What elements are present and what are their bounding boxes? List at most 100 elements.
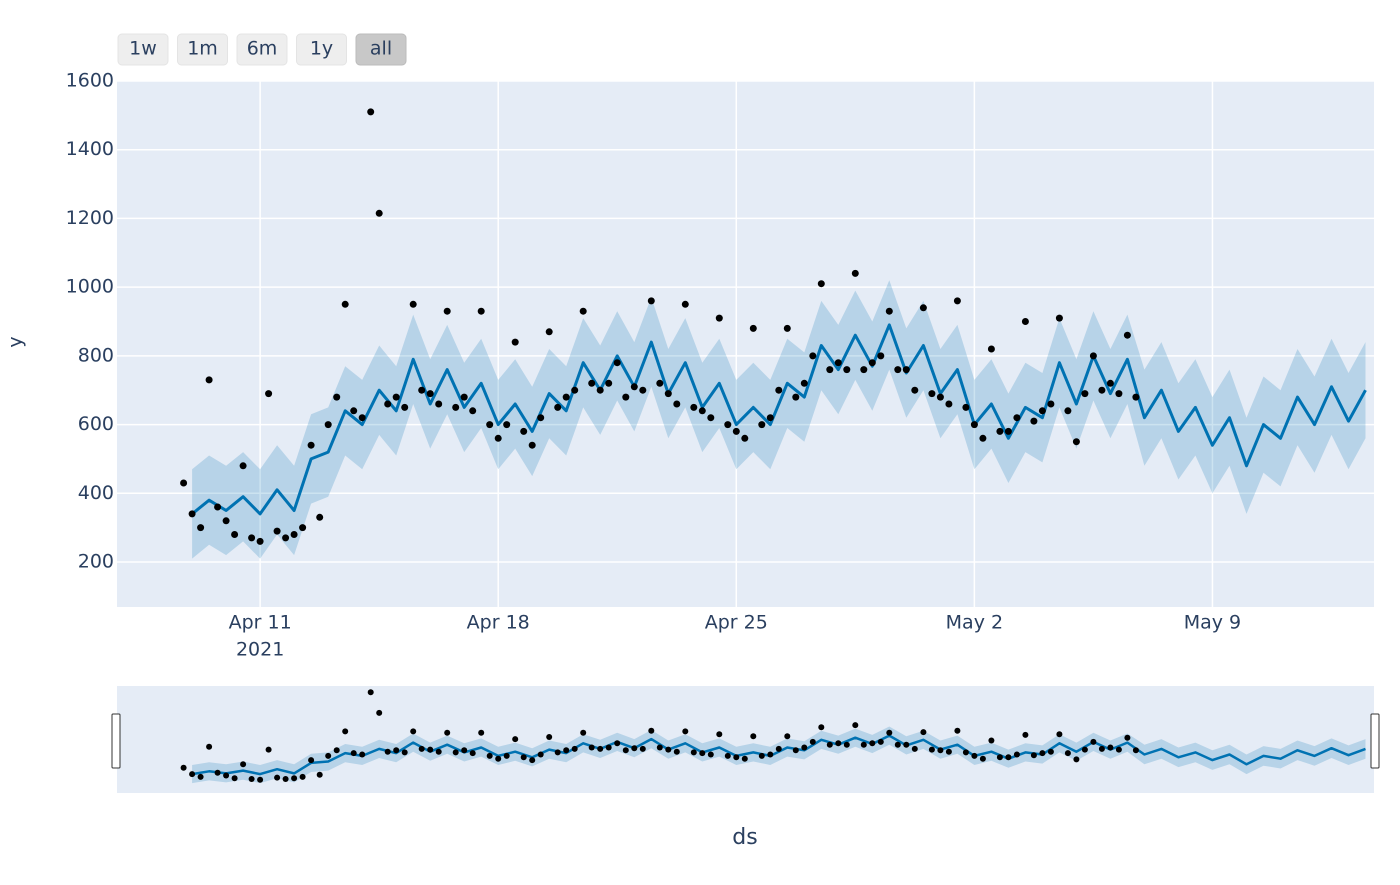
- observed-point: [800, 379, 808, 387]
- observed-point-mini: [257, 776, 264, 783]
- observed-point: [647, 297, 655, 305]
- y-tick-label: 1000: [66, 276, 114, 298]
- observed-point-mini: [401, 749, 408, 756]
- observed-point: [622, 393, 630, 401]
- observed-point-mini: [835, 740, 842, 747]
- observed-point-mini: [384, 748, 391, 755]
- observed-point-mini: [665, 746, 672, 753]
- observed-point: [460, 393, 468, 401]
- observed-point: [197, 524, 205, 532]
- observed-point: [1089, 352, 1097, 360]
- observed-point: [630, 383, 638, 391]
- x-tick-label: May 9: [1184, 612, 1241, 634]
- range-slider-background: [117, 686, 1374, 793]
- observed-point-mini: [869, 740, 876, 747]
- observed-point-mini: [639, 745, 646, 752]
- range-button[interactable]: 1m: [177, 33, 228, 66]
- observed-point: [477, 307, 485, 315]
- observed-point-mini: [588, 744, 595, 751]
- observed-point: [367, 108, 375, 116]
- observed-point-mini: [818, 724, 825, 731]
- range-button-label[interactable]: 1w: [129, 38, 157, 60]
- observed-point: [596, 386, 604, 394]
- observed-point: [341, 300, 349, 308]
- observed-point: [775, 386, 783, 394]
- slider-handle-right[interactable]: [1370, 713, 1380, 769]
- y-tick-label: 800: [78, 344, 114, 366]
- observed-point-mini: [1132, 747, 1139, 754]
- observed-point-mini: [894, 741, 901, 748]
- range-button-bg[interactable]: [355, 33, 407, 66]
- observed-point: [673, 400, 681, 408]
- observed-point: [333, 393, 341, 401]
- observed-point-mini: [316, 771, 323, 778]
- observed-point-mini: [333, 747, 340, 754]
- range-button[interactable]: 1w: [117, 33, 169, 66]
- observed-point-mini: [1115, 746, 1122, 753]
- observed-point-mini: [342, 728, 349, 735]
- observed-point-mini: [1005, 754, 1012, 761]
- observed-point-mini: [299, 773, 306, 780]
- observed-point: [1030, 417, 1038, 425]
- observed-point-mini: [724, 752, 731, 759]
- observed-point: [681, 300, 689, 308]
- observed-point-mini: [937, 747, 944, 754]
- observed-point-mini: [563, 747, 570, 754]
- range-slider: [180, 689, 1366, 784]
- observed-point: [809, 352, 817, 360]
- range-button-label[interactable]: 1m: [187, 38, 218, 60]
- observed-point-mini: [1081, 746, 1088, 753]
- observed-point: [851, 269, 859, 277]
- observed-point: [945, 400, 953, 408]
- observed-point: [511, 338, 519, 346]
- observed-point-mini: [996, 754, 1003, 761]
- observed-point-mini: [597, 745, 604, 752]
- range-button-label[interactable]: 1y: [310, 38, 333, 60]
- observed-point: [1047, 400, 1055, 408]
- observed-point-mini: [699, 750, 706, 757]
- y-tick-label: 1200: [66, 207, 114, 229]
- observed-point-mini: [512, 736, 519, 743]
- observed-point-mini: [741, 755, 748, 762]
- uncertainty-band: [192, 280, 1366, 559]
- observed-point-mini: [1090, 738, 1097, 745]
- observed-point: [469, 407, 477, 415]
- range-button-bg[interactable]: [236, 33, 288, 66]
- observed-point-mini: [435, 748, 442, 755]
- observed-point: [792, 393, 800, 401]
- range-button-bg[interactable]: [177, 33, 228, 66]
- observed-point: [426, 390, 434, 398]
- observed-point: [783, 324, 791, 332]
- range-button[interactable]: 6m: [236, 33, 288, 66]
- observed-point-mini: [1073, 756, 1080, 763]
- observed-point-mini: [707, 751, 714, 758]
- range-button-label[interactable]: 6m: [247, 38, 278, 60]
- range-button-bg[interactable]: [296, 33, 347, 66]
- observed-point: [962, 403, 970, 411]
- observed-point-mini: [988, 737, 995, 744]
- observed-point: [486, 421, 494, 429]
- range-button-bg[interactable]: [117, 33, 169, 66]
- observed-point-mini: [503, 752, 510, 759]
- range-button[interactable]: 1y: [296, 33, 347, 66]
- observed-point: [1132, 393, 1140, 401]
- observed-point: [834, 359, 842, 367]
- range-button-label[interactable]: all: [370, 38, 392, 60]
- observed-point: [1064, 407, 1072, 415]
- observed-point-mini: [1124, 734, 1131, 741]
- slider-handle-left[interactable]: [111, 713, 121, 769]
- observed-point-mini: [971, 752, 978, 759]
- observed-point: [180, 479, 188, 487]
- observed-point-mini: [1013, 751, 1020, 758]
- observed-point-mini: [690, 749, 697, 756]
- observed-point: [452, 403, 460, 411]
- observed-point-mini: [537, 751, 544, 758]
- observed-point-mini: [444, 729, 451, 736]
- observed-point-mini: [758, 752, 765, 759]
- observed-point: [239, 462, 247, 470]
- range-button[interactable]: all: [355, 33, 407, 66]
- observed-point-mini: [580, 729, 587, 736]
- observed-point-mini: [478, 729, 485, 736]
- observed-point-mini: [733, 754, 740, 761]
- observed-point: [928, 390, 936, 398]
